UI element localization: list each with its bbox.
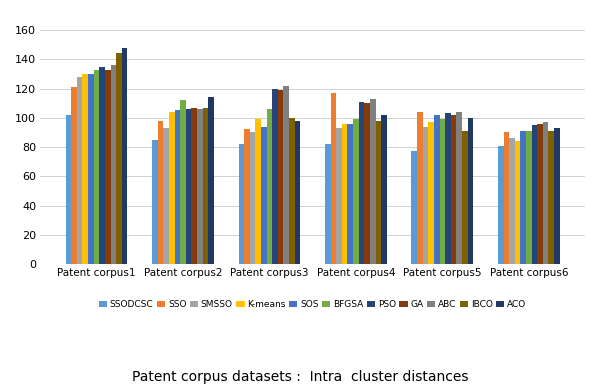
Bar	[239, 144, 244, 264]
Bar	[370, 99, 376, 264]
Bar	[543, 122, 548, 264]
Bar	[440, 119, 445, 264]
Bar	[122, 48, 127, 264]
Bar	[169, 112, 175, 264]
Bar	[509, 138, 515, 264]
Bar	[203, 107, 208, 264]
Bar	[353, 119, 359, 264]
Bar	[434, 115, 440, 264]
Bar	[175, 110, 180, 264]
Bar	[498, 146, 503, 264]
Bar	[266, 109, 272, 264]
Bar	[503, 132, 509, 264]
Bar	[537, 124, 543, 264]
Bar	[289, 118, 295, 264]
Bar	[445, 114, 451, 264]
Bar	[152, 140, 158, 264]
Bar	[186, 109, 191, 264]
Bar	[208, 97, 214, 264]
Bar	[462, 131, 467, 264]
Bar	[428, 122, 434, 264]
Bar	[71, 87, 77, 264]
Bar	[331, 93, 336, 264]
Bar	[364, 103, 370, 264]
Bar	[191, 107, 197, 264]
Bar	[451, 115, 457, 264]
Bar	[417, 112, 422, 264]
Bar	[94, 70, 100, 264]
Text: Patent corpus datasets :  Intra  cluster distances: Patent corpus datasets : Intra cluster d…	[132, 370, 468, 384]
Bar	[347, 124, 353, 264]
Bar	[82, 74, 88, 264]
Bar	[256, 119, 261, 264]
Bar	[116, 54, 122, 264]
Bar	[554, 128, 560, 264]
Bar	[283, 85, 289, 264]
Bar	[467, 118, 473, 264]
Bar	[526, 131, 532, 264]
Bar	[244, 129, 250, 264]
Bar	[381, 115, 387, 264]
Bar	[65, 115, 71, 264]
Bar	[180, 100, 186, 264]
Bar	[261, 127, 266, 264]
Bar	[532, 125, 537, 264]
Bar	[548, 131, 554, 264]
Bar	[412, 151, 417, 264]
Bar	[250, 132, 256, 264]
Bar	[376, 121, 381, 264]
Bar	[457, 112, 462, 264]
Bar	[336, 128, 342, 264]
Bar	[163, 128, 169, 264]
Bar	[278, 90, 283, 264]
Bar	[272, 89, 278, 264]
Bar	[105, 70, 110, 264]
Bar	[520, 131, 526, 264]
Legend: SSODCSC, SSO, SMSSO, K-means, SOS, BFGSA, PSO, GA, ABC, IBCO, ACO: SSODCSC, SSO, SMSSO, K-means, SOS, BFGSA…	[99, 300, 526, 309]
Bar	[359, 102, 364, 264]
Bar	[158, 121, 163, 264]
Bar	[88, 74, 94, 264]
Bar	[295, 121, 301, 264]
Bar	[515, 141, 520, 264]
Bar	[100, 67, 105, 264]
Bar	[197, 109, 203, 264]
Bar	[325, 144, 331, 264]
Bar	[110, 65, 116, 264]
Bar	[77, 77, 82, 264]
Bar	[342, 124, 347, 264]
Bar	[422, 127, 428, 264]
